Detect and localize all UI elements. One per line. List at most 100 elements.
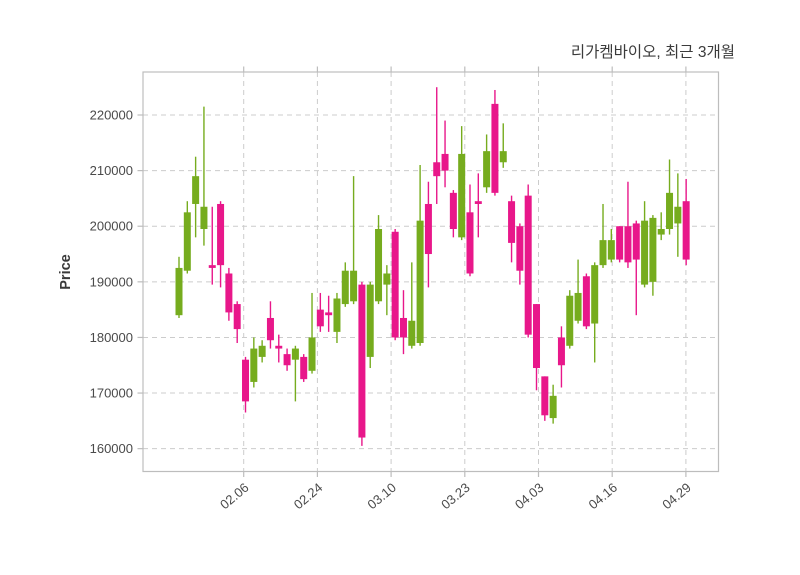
candle xyxy=(458,126,466,241)
candle-body xyxy=(225,273,233,313)
candle-body xyxy=(483,151,491,188)
candle xyxy=(599,203,607,268)
y-tick-label: 180000 xyxy=(90,330,133,345)
candle xyxy=(641,201,649,288)
candle xyxy=(682,178,690,266)
candle-body xyxy=(250,348,258,382)
candle-body xyxy=(242,359,250,402)
candle-body xyxy=(300,356,308,380)
candle xyxy=(491,89,499,196)
candle xyxy=(591,262,599,363)
candle-body xyxy=(466,212,474,274)
candle-body xyxy=(183,212,191,271)
candles xyxy=(175,87,690,446)
candle-body xyxy=(433,162,441,177)
candle xyxy=(316,292,324,332)
candle-body xyxy=(308,337,316,371)
candle xyxy=(574,259,582,324)
y-tick-label: 210000 xyxy=(90,163,133,178)
candle-body xyxy=(566,295,574,346)
candle xyxy=(483,134,491,193)
candle xyxy=(499,123,507,168)
candle xyxy=(541,376,549,421)
candle-body xyxy=(474,201,482,204)
candle-body xyxy=(649,217,657,282)
candle-body xyxy=(591,265,599,324)
candle xyxy=(258,340,266,363)
candle xyxy=(399,290,407,355)
candle xyxy=(557,326,565,388)
candle-body xyxy=(524,195,532,335)
candle-body xyxy=(283,354,291,366)
candle xyxy=(242,356,250,413)
candle-body xyxy=(233,304,241,330)
candle xyxy=(566,290,574,349)
candle xyxy=(341,262,349,307)
candle xyxy=(250,337,258,388)
candle xyxy=(524,184,532,338)
candle xyxy=(291,345,299,402)
candle-body xyxy=(333,298,341,332)
candle xyxy=(383,265,391,316)
candle-body xyxy=(674,206,682,224)
candle-body xyxy=(657,229,665,235)
candle xyxy=(408,262,416,349)
candle-body xyxy=(341,270,349,305)
plot-frame xyxy=(137,66,720,477)
chart-title: 리가켐바이오, 최근 3개월 xyxy=(571,43,735,61)
candle-body xyxy=(574,292,582,321)
candle xyxy=(275,334,283,363)
candle xyxy=(283,348,291,371)
candle xyxy=(192,156,200,238)
candle-body xyxy=(666,192,674,230)
candle xyxy=(441,120,449,188)
candle-body xyxy=(325,312,333,316)
candle xyxy=(607,229,615,263)
candle-body xyxy=(383,273,391,285)
candle-body xyxy=(358,284,366,438)
plot-border xyxy=(142,71,720,473)
candle-body xyxy=(582,276,590,327)
candle-body xyxy=(316,309,324,327)
candle xyxy=(350,176,358,305)
candle xyxy=(533,304,541,391)
candle-body xyxy=(499,151,507,163)
candle xyxy=(582,273,590,330)
candle-body xyxy=(624,226,632,263)
candle-body xyxy=(258,345,266,357)
candle xyxy=(391,229,399,341)
candle xyxy=(632,220,640,316)
candle xyxy=(449,190,457,238)
candle-body xyxy=(350,270,358,302)
candle-body xyxy=(217,203,225,266)
candle-body xyxy=(616,226,624,260)
candle xyxy=(266,301,274,349)
y-tick-label: 220000 xyxy=(90,108,133,123)
candle xyxy=(674,173,682,257)
candle-body xyxy=(541,376,549,416)
gridlines xyxy=(143,72,719,472)
x-tick-label: 03.10 xyxy=(364,480,399,512)
y-tick-label: 170000 xyxy=(90,386,133,401)
y-tick-label: 160000 xyxy=(90,441,133,456)
candle-body xyxy=(508,201,516,243)
candle xyxy=(474,173,482,238)
candle-body xyxy=(375,229,383,302)
candle xyxy=(308,292,316,374)
candle-body xyxy=(291,348,299,360)
candle-body xyxy=(391,231,399,338)
candle-body xyxy=(533,304,541,369)
candle xyxy=(208,206,216,285)
candle-body xyxy=(441,153,449,171)
candle-body xyxy=(399,317,407,338)
candle xyxy=(358,281,366,446)
candle-body xyxy=(192,176,200,204)
y-axis-label: Price xyxy=(58,254,74,289)
candle-body xyxy=(491,103,499,193)
candle xyxy=(433,87,441,204)
candle-body xyxy=(424,203,432,255)
candle-body xyxy=(682,201,690,260)
candle xyxy=(466,184,474,277)
